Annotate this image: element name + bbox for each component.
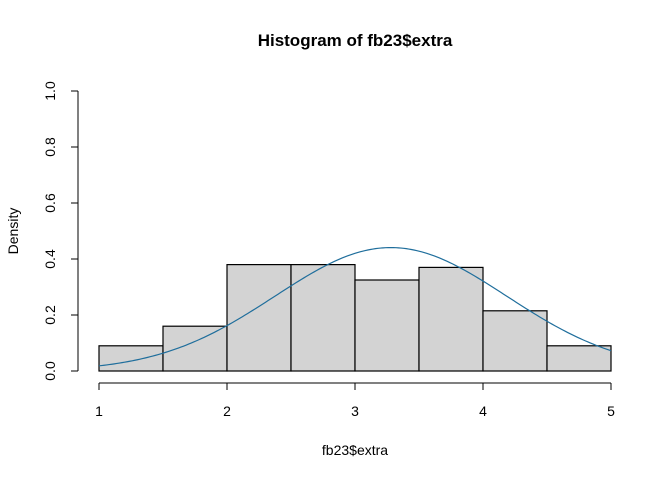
x-axis: 1 2 3 4 5 — [95, 382, 615, 419]
histogram-bar-4 — [290, 264, 356, 372]
x-tick-label-3: 3 — [351, 403, 359, 419]
x-tick-label-2: 2 — [223, 403, 231, 419]
x-tick-label-4: 4 — [479, 403, 487, 419]
y-tick-label-1.0: 1.0 — [42, 81, 58, 101]
histogram-bar-8 — [546, 345, 612, 372]
x-tick-label-5: 5 — [607, 403, 615, 419]
density-curve — [98, 246, 612, 367]
y-tick-label-0.8: 0.8 — [42, 137, 58, 157]
x-tick-label-1: 1 — [95, 403, 103, 419]
histogram-bar-3 — [226, 264, 292, 372]
histogram-bar-7 — [482, 310, 548, 372]
x-axis-label: fb23$extra — [322, 442, 388, 458]
chart-title: Histogram of fb23$extra — [258, 31, 453, 50]
y-tick-label-0.6: 0.6 — [42, 193, 58, 213]
y-tick-label-0.4: 0.4 — [42, 249, 58, 269]
histogram-bars — [98, 264, 612, 372]
histogram-bar-2 — [162, 325, 228, 372]
histogram-bar-5 — [354, 279, 420, 372]
y-tick-label-0.2: 0.2 — [42, 305, 58, 325]
y-tick-label-0.0: 0.0 — [42, 361, 58, 381]
histogram-bar-1 — [98, 345, 164, 372]
histogram-bar-6 — [418, 266, 484, 372]
y-axis: 0.0 0.2 0.4 0.6 0.8 1.0 — [42, 81, 79, 381]
y-axis-label: Density — [5, 208, 21, 255]
